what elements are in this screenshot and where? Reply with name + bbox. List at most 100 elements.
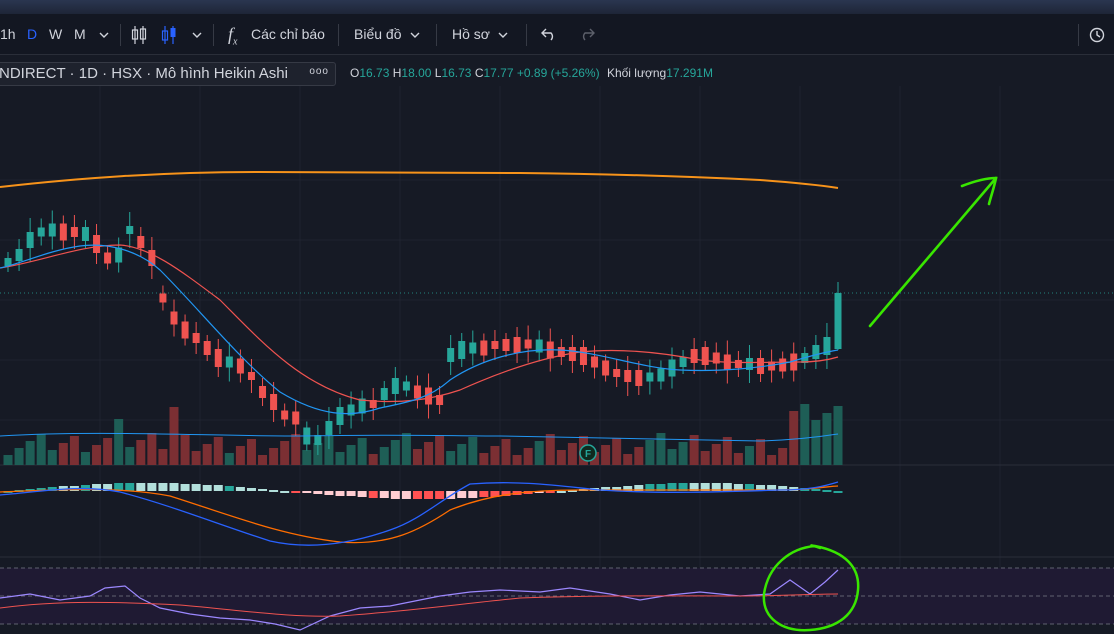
volume-bar <box>545 434 555 465</box>
function-icon[interactable]: fx <box>228 14 237 54</box>
macd-bar <box>667 483 677 491</box>
chart-toolbar: 1h D W M fx Các chỉ báo Biểu đồ Hồ sơ <box>0 14 1114 55</box>
chart-type-button[interactable]: Biểu đồ <box>354 26 402 42</box>
symbol-legend[interactable]: NDIRECT · 1D · HSX · Mô hình Heikin Ashi… <box>0 62 336 86</box>
macd-bar <box>645 484 655 491</box>
macd-bar <box>313 491 323 494</box>
redo-icon[interactable] <box>578 26 596 42</box>
candle-body <box>447 348 455 362</box>
candle-body <box>81 227 89 241</box>
alarm-clock-icon[interactable] <box>1088 25 1108 45</box>
macd-bar <box>457 491 467 498</box>
macd-bar <box>58 486 68 491</box>
macd-bar <box>357 491 367 497</box>
volume-bar <box>744 446 754 465</box>
volume-bar <box>401 433 411 465</box>
volume-bar <box>14 448 24 465</box>
volume-bar <box>280 441 290 465</box>
interval-w-button[interactable]: W <box>49 26 63 42</box>
candle-body <box>668 359 676 377</box>
indicators-button[interactable]: Các chỉ báo <box>251 26 325 42</box>
macd-bar <box>512 491 522 495</box>
volume-bar <box>213 437 223 465</box>
macd-bar <box>280 491 290 493</box>
interval-m-button[interactable]: M <box>74 26 86 42</box>
candle-body <box>126 226 134 234</box>
macd-bar <box>722 483 732 491</box>
open-label: O <box>350 66 360 80</box>
interval-d-button[interactable]: D <box>27 26 38 42</box>
candle-body <box>115 247 123 263</box>
macd-histogram <box>3 483 843 499</box>
profile-button[interactable]: Hồ sơ <box>452 26 490 42</box>
volume-bar <box>158 449 168 465</box>
candle-body <box>535 339 543 353</box>
more-options-icon[interactable]: ooo <box>309 66 329 77</box>
macd-bar <box>656 484 666 491</box>
candle-body <box>93 235 101 253</box>
volume-bar <box>136 440 146 465</box>
volume-bar <box>612 438 622 465</box>
macd-bar <box>490 491 500 497</box>
rsi-ma-line <box>0 593 839 617</box>
candle-style-icon[interactable] <box>160 24 178 46</box>
close-label: C <box>474 66 484 80</box>
volume-bar <box>678 442 688 465</box>
candle-body <box>259 386 267 398</box>
macd-bar <box>246 488 256 491</box>
interval-1h-button[interactable]: 1h <box>0 26 16 42</box>
candle-body <box>513 337 521 353</box>
macd-bar <box>590 488 600 491</box>
candle-body <box>679 357 687 367</box>
chevron-down-icon[interactable] <box>97 28 111 42</box>
candle-body <box>325 421 333 435</box>
chevron-down-icon[interactable] <box>190 28 204 42</box>
rsi-band <box>0 568 1114 624</box>
volume-bar <box>512 455 522 465</box>
macd-bar <box>468 491 478 498</box>
macd-bar <box>346 491 356 496</box>
macd-bar <box>92 484 102 491</box>
volume-bar <box>246 439 256 465</box>
macd-bar <box>446 491 456 499</box>
macd-bar <box>811 489 821 491</box>
volume-bar <box>479 453 489 465</box>
volume-bar <box>645 440 655 465</box>
window-top-strip <box>0 0 1114 14</box>
macd-bar <box>302 491 312 493</box>
volume-bar <box>567 443 577 465</box>
low-value: 16.73 <box>441 66 472 80</box>
chevron-down-icon[interactable] <box>496 28 510 42</box>
orange-trend-line <box>0 170 839 189</box>
candle-body <box>292 411 300 425</box>
candle-body <box>214 349 222 367</box>
volume-bar <box>722 437 732 465</box>
bar-style-icon[interactable] <box>130 24 148 46</box>
candle-body <box>491 341 499 349</box>
volume-bar <box>379 447 389 465</box>
volume-bar <box>711 444 721 465</box>
undo-icon[interactable] <box>540 26 558 42</box>
volume-bar <box>180 435 190 465</box>
toolbar-divider <box>436 24 437 46</box>
volume-bar <box>235 446 245 465</box>
macd-line <box>0 481 839 546</box>
event-marker <box>579 444 597 462</box>
candle-body <box>745 358 753 370</box>
candle-body <box>402 381 410 391</box>
volume-ma-line <box>0 432 839 442</box>
volume-bar <box>357 438 367 465</box>
toolbar-divider <box>338 24 339 46</box>
macd-bar <box>136 483 146 491</box>
macd-bar <box>767 485 777 491</box>
macd-bar <box>25 489 35 491</box>
macd-bar <box>545 491 555 493</box>
macd-bar <box>733 484 743 491</box>
macd-bar <box>258 489 268 491</box>
volume-bar <box>756 439 766 465</box>
candle-body <box>391 378 399 394</box>
volume-bar <box>590 452 600 465</box>
chevron-down-icon[interactable] <box>408 28 422 42</box>
macd-bar <box>368 491 378 498</box>
